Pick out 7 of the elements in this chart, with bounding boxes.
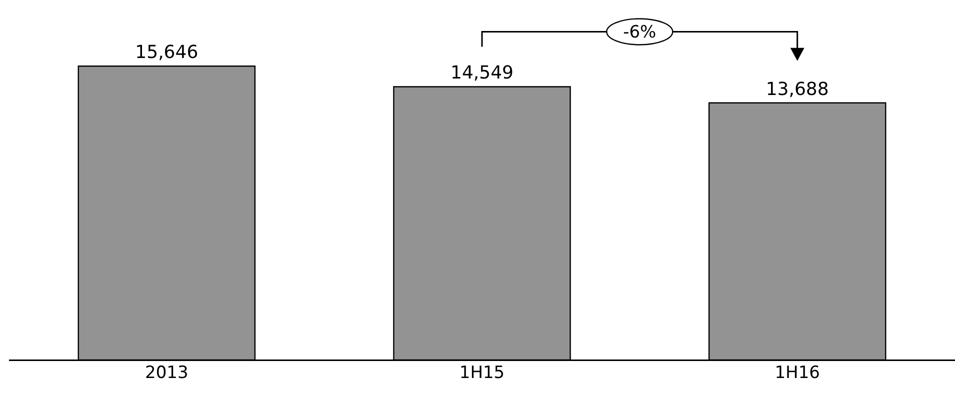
data-label: 13,688: [766, 78, 829, 100]
x-tick-label: 1H16: [774, 363, 820, 383]
x-tick-label: 1H15: [459, 363, 505, 383]
data-label: 14,549: [450, 62, 514, 84]
text: -6%: [623, 22, 656, 43]
x-tick-label: 2013: [145, 363, 188, 383]
data-label: 15,646: [135, 42, 198, 64]
